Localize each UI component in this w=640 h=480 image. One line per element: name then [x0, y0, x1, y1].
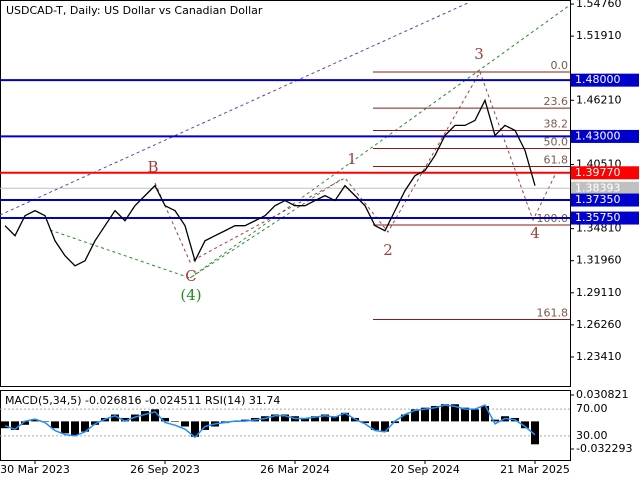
macd-bar	[421, 407, 429, 422]
level-label: 1.39770	[575, 166, 621, 179]
macd-bar	[271, 414, 279, 422]
level-label: 1.43000	[575, 129, 621, 142]
macd-bar	[181, 421, 189, 427]
indicator-title: MACD(5,34,5) -0.026816 -0.024511 RSI(14)…	[5, 394, 280, 407]
x-tick-label: 21 Mar 2025	[500, 463, 570, 476]
level-label: 1.48000	[575, 73, 621, 86]
rsi-tick-label: 70.00	[576, 402, 608, 415]
macd-bar	[161, 417, 169, 422]
y-tick-label: 1.29110	[576, 286, 622, 299]
macd-bar	[301, 417, 309, 422]
fibo-label: 161.8	[537, 307, 569, 320]
macd-bar	[481, 405, 489, 422]
wave-label: 1	[347, 150, 357, 168]
wave-label: C	[185, 267, 196, 285]
rsi-tick-label: 30.00	[576, 429, 608, 442]
macd-bar	[21, 421, 29, 425]
macd-bar	[1, 421, 9, 429]
macd-bar	[71, 421, 79, 436]
macd-bar	[341, 412, 349, 422]
y-tick-label: 1.31960	[576, 254, 622, 267]
y-tick-label: 1.46210	[576, 93, 622, 106]
wave-label: (4)	[180, 286, 201, 304]
level-label: 1.35750	[575, 211, 621, 224]
x-tick-label: 26 Mar 2024	[260, 463, 330, 476]
wave-label: 2	[383, 241, 393, 259]
channel-line	[0, 1, 471, 216]
level-box	[571, 166, 639, 180]
price-line	[4, 98, 536, 267]
macd-bar	[81, 421, 89, 432]
price-frame	[0, 0, 571, 387]
macd-bar	[471, 409, 479, 422]
fibo-label: 38.2	[544, 117, 569, 130]
macd-bar	[331, 416, 339, 422]
wave-label: B	[147, 158, 158, 176]
macd-bar	[141, 411, 149, 422]
level-box	[571, 193, 639, 207]
level-box	[571, 129, 639, 143]
macd-bar	[151, 409, 159, 422]
fibo-label: 50.0	[544, 136, 569, 149]
macd-bar	[201, 421, 209, 430]
channel-line	[189, 4, 571, 279]
rsi-line	[4, 404, 536, 439]
macd-bar	[11, 421, 19, 430]
x-tick-label: 20 Sep 2024	[390, 463, 460, 476]
fibo-label: 23.6	[544, 95, 569, 108]
macd-bar	[441, 404, 449, 422]
macd-bar	[381, 421, 389, 432]
macd-bar	[111, 414, 119, 422]
macd-bar	[401, 414, 409, 422]
y-tick-label: 1.23410	[576, 350, 622, 363]
fibo-label: 61.8	[544, 154, 569, 167]
macd-bar	[411, 409, 419, 422]
macd-bar	[461, 407, 469, 422]
macd-bar	[311, 416, 319, 422]
macd-bar	[531, 421, 539, 445]
macd-bar	[31, 419, 39, 422]
y-tick-label: 1.34810	[576, 222, 622, 235]
macd-bar	[451, 404, 459, 422]
macd-bar	[281, 414, 289, 422]
macd-bar	[321, 414, 329, 422]
level-label: 1.38393	[575, 181, 621, 194]
macd-bar	[51, 421, 59, 429]
wave-label: 3	[474, 45, 484, 63]
x-tick-label: 30 Mar 2023	[0, 463, 70, 476]
level-box	[571, 211, 639, 225]
y-tick-label: 0.030821	[576, 388, 629, 401]
x-tick-label: 26 Sep 2023	[130, 463, 200, 476]
macd-bar	[371, 421, 379, 430]
level-box	[571, 73, 639, 87]
macd-bar	[521, 421, 529, 429]
chart-title: USDCAD-T, Daily: US Dollar vs Canadian D…	[6, 4, 263, 17]
level-label: 1.37350	[575, 193, 621, 206]
macd-bar	[491, 419, 499, 422]
y-tick-label: -0.032293	[576, 442, 632, 455]
macd-bar	[121, 417, 129, 422]
macd-bar	[191, 421, 199, 437]
wave-label: 4	[530, 224, 540, 242]
y-tick-label: 1.54760	[576, 0, 622, 10]
wave-line	[49, 179, 341, 279]
wave-line	[154, 70, 556, 263]
indicator-frame	[0, 390, 571, 461]
macd-bar	[431, 405, 439, 422]
macd-bar	[41, 421, 49, 422]
macd-bar	[171, 421, 179, 422]
fibo-label: 0.0	[551, 59, 569, 72]
y-tick-label: 1.26260	[576, 318, 622, 331]
level-box	[571, 181, 639, 195]
y-tick-label: 1.51910	[576, 29, 622, 42]
macd-bar	[361, 421, 369, 424]
macd-bar	[61, 421, 69, 434]
